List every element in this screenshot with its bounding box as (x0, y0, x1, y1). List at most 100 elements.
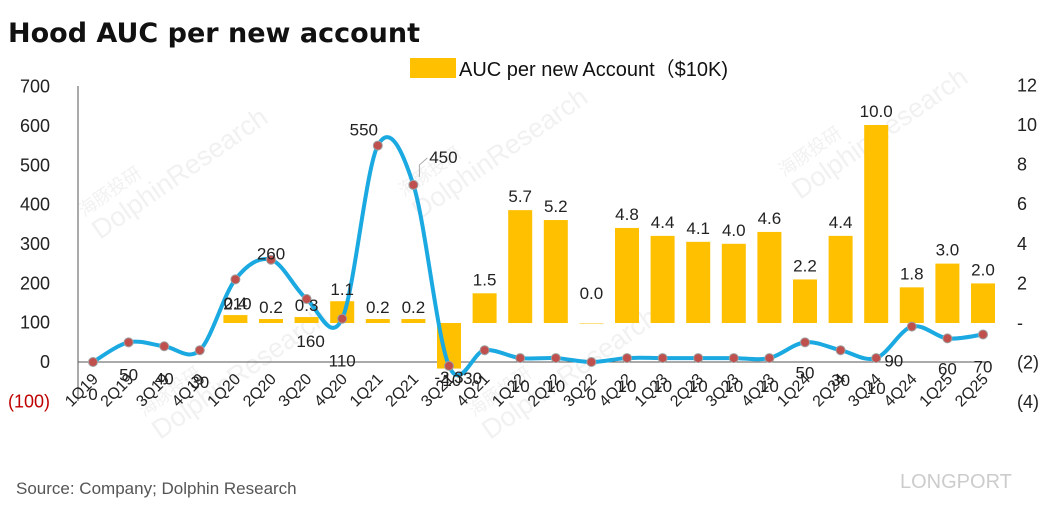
right-tick-label: - (1017, 313, 1023, 333)
bar (223, 315, 248, 323)
left-tick-label: 0 (40, 352, 50, 372)
x-tick-label: 3Q20 (276, 371, 316, 411)
line-value-label: 60 (938, 359, 957, 378)
bar-value-label: 0.0 (580, 284, 604, 303)
left-tick-label: 500 (20, 155, 50, 175)
line-value-label: 10 (867, 379, 886, 398)
bar (579, 323, 604, 324)
line-value-label: 30 (190, 373, 209, 392)
bar (935, 263, 960, 323)
right-tick-label: (2) (1017, 353, 1039, 373)
left-tick-label: (100) (8, 391, 50, 411)
bar-value-label: 0.2 (402, 298, 426, 317)
line-value-label: 40 (155, 369, 174, 388)
legend: AUC per new Account（$10K) (410, 58, 728, 81)
bar (650, 235, 675, 323)
left-tick-label: 700 (20, 77, 50, 97)
bar-value-label: 1.1 (330, 280, 354, 299)
bar (971, 283, 995, 323)
bar-value-label: 1.8 (900, 264, 924, 283)
line-point (123, 337, 134, 348)
line-point (764, 353, 775, 364)
bar (793, 279, 817, 323)
line-point (515, 353, 526, 364)
bar-value-label: 5.2 (544, 197, 568, 216)
bar (757, 231, 782, 323)
watermark-en: DolphinResearch (476, 302, 663, 445)
source-note: Source: Company; Dolphin Research (16, 479, 297, 498)
line-point (835, 345, 846, 356)
line-value-label: 550 (350, 121, 378, 140)
right-tick-label: 2 (1017, 273, 1027, 293)
line-value-label: 10 (618, 377, 637, 396)
bar-value-label: 4.4 (829, 213, 853, 232)
line-point (728, 353, 739, 364)
line-point (942, 333, 953, 344)
bar-value-label: 4.6 (758, 209, 782, 228)
line-point (906, 321, 917, 332)
x-tick-label: 1Q21 (347, 371, 387, 411)
bar-value-label: 0.3 (295, 296, 319, 315)
line-value-label: 10 (511, 377, 530, 396)
bar (259, 319, 283, 323)
bar (721, 243, 746, 323)
bar-series (223, 125, 995, 369)
right-tick-label: 6 (1017, 194, 1027, 214)
bar-value-label: 0.2 (366, 298, 390, 317)
line-point (871, 353, 882, 364)
line-path (91, 135, 985, 378)
line-value-label: 50 (119, 365, 138, 384)
x-tick-label: 2Q21 (383, 371, 423, 411)
line-value-label: 160 (296, 332, 324, 351)
label-leader (418, 157, 428, 177)
line-value-label: 110 (329, 352, 356, 371)
line-point (88, 357, 98, 367)
line-point (230, 274, 241, 285)
line-value-label: 30 (831, 371, 850, 390)
left-tick-label: 400 (20, 195, 50, 215)
bar (864, 125, 889, 323)
data-labels: 0.4 0.2 0.3 1.1 0.2 0.2 -2.3 1.5 5.7 5.2 0.0 4.8 4.4… (88, 102, 995, 404)
line-value-label: 10 (546, 377, 565, 396)
line-point (194, 345, 205, 356)
right-tick-label: 4 (1017, 234, 1027, 254)
bar (899, 287, 924, 323)
left-tick-label: 300 (20, 234, 50, 254)
line-point (372, 140, 383, 151)
bar-value-label: 0.2 (259, 298, 283, 317)
bar (401, 319, 426, 323)
watermark-en: DolphinResearch (86, 102, 273, 245)
chart-title: Hood AUC per new account (8, 18, 420, 49)
line-value-label: 90 (884, 352, 903, 371)
bar (472, 293, 497, 323)
right-tick-label: 8 (1017, 155, 1027, 175)
bar-value-label: 0.4 (224, 294, 248, 313)
line-series (88, 135, 988, 378)
line-value-label: 260 (257, 245, 285, 264)
watermark-corner: LONGPORT (900, 471, 1012, 493)
line-value-label: 0 (88, 385, 97, 404)
bar (294, 317, 319, 323)
bar-value-label: 2.2 (793, 256, 817, 275)
line-value-label: 450 (429, 148, 457, 167)
bar-value-label: -2.3 (434, 368, 463, 387)
bar (615, 227, 639, 323)
line-point (408, 179, 419, 190)
right-tick-label: (4) (1017, 392, 1039, 412)
x-tick-label: 2Q25 (952, 371, 992, 411)
line-point (159, 341, 170, 352)
bar-value-label: 4.4 (651, 213, 675, 232)
line-point (550, 353, 561, 364)
line-value-label: 10 (760, 377, 779, 396)
bar-value-label: 10.0 (860, 102, 893, 121)
line-value-label: 10 (653, 377, 672, 396)
bar (508, 210, 533, 323)
right-tick-label: 12 (1017, 75, 1037, 95)
bar (365, 319, 390, 323)
line-point (444, 360, 454, 371)
axes: (100)0100200300400500600700(4)(2)-246810… (8, 75, 1039, 412)
line-point (693, 353, 704, 364)
line-point (266, 254, 276, 265)
